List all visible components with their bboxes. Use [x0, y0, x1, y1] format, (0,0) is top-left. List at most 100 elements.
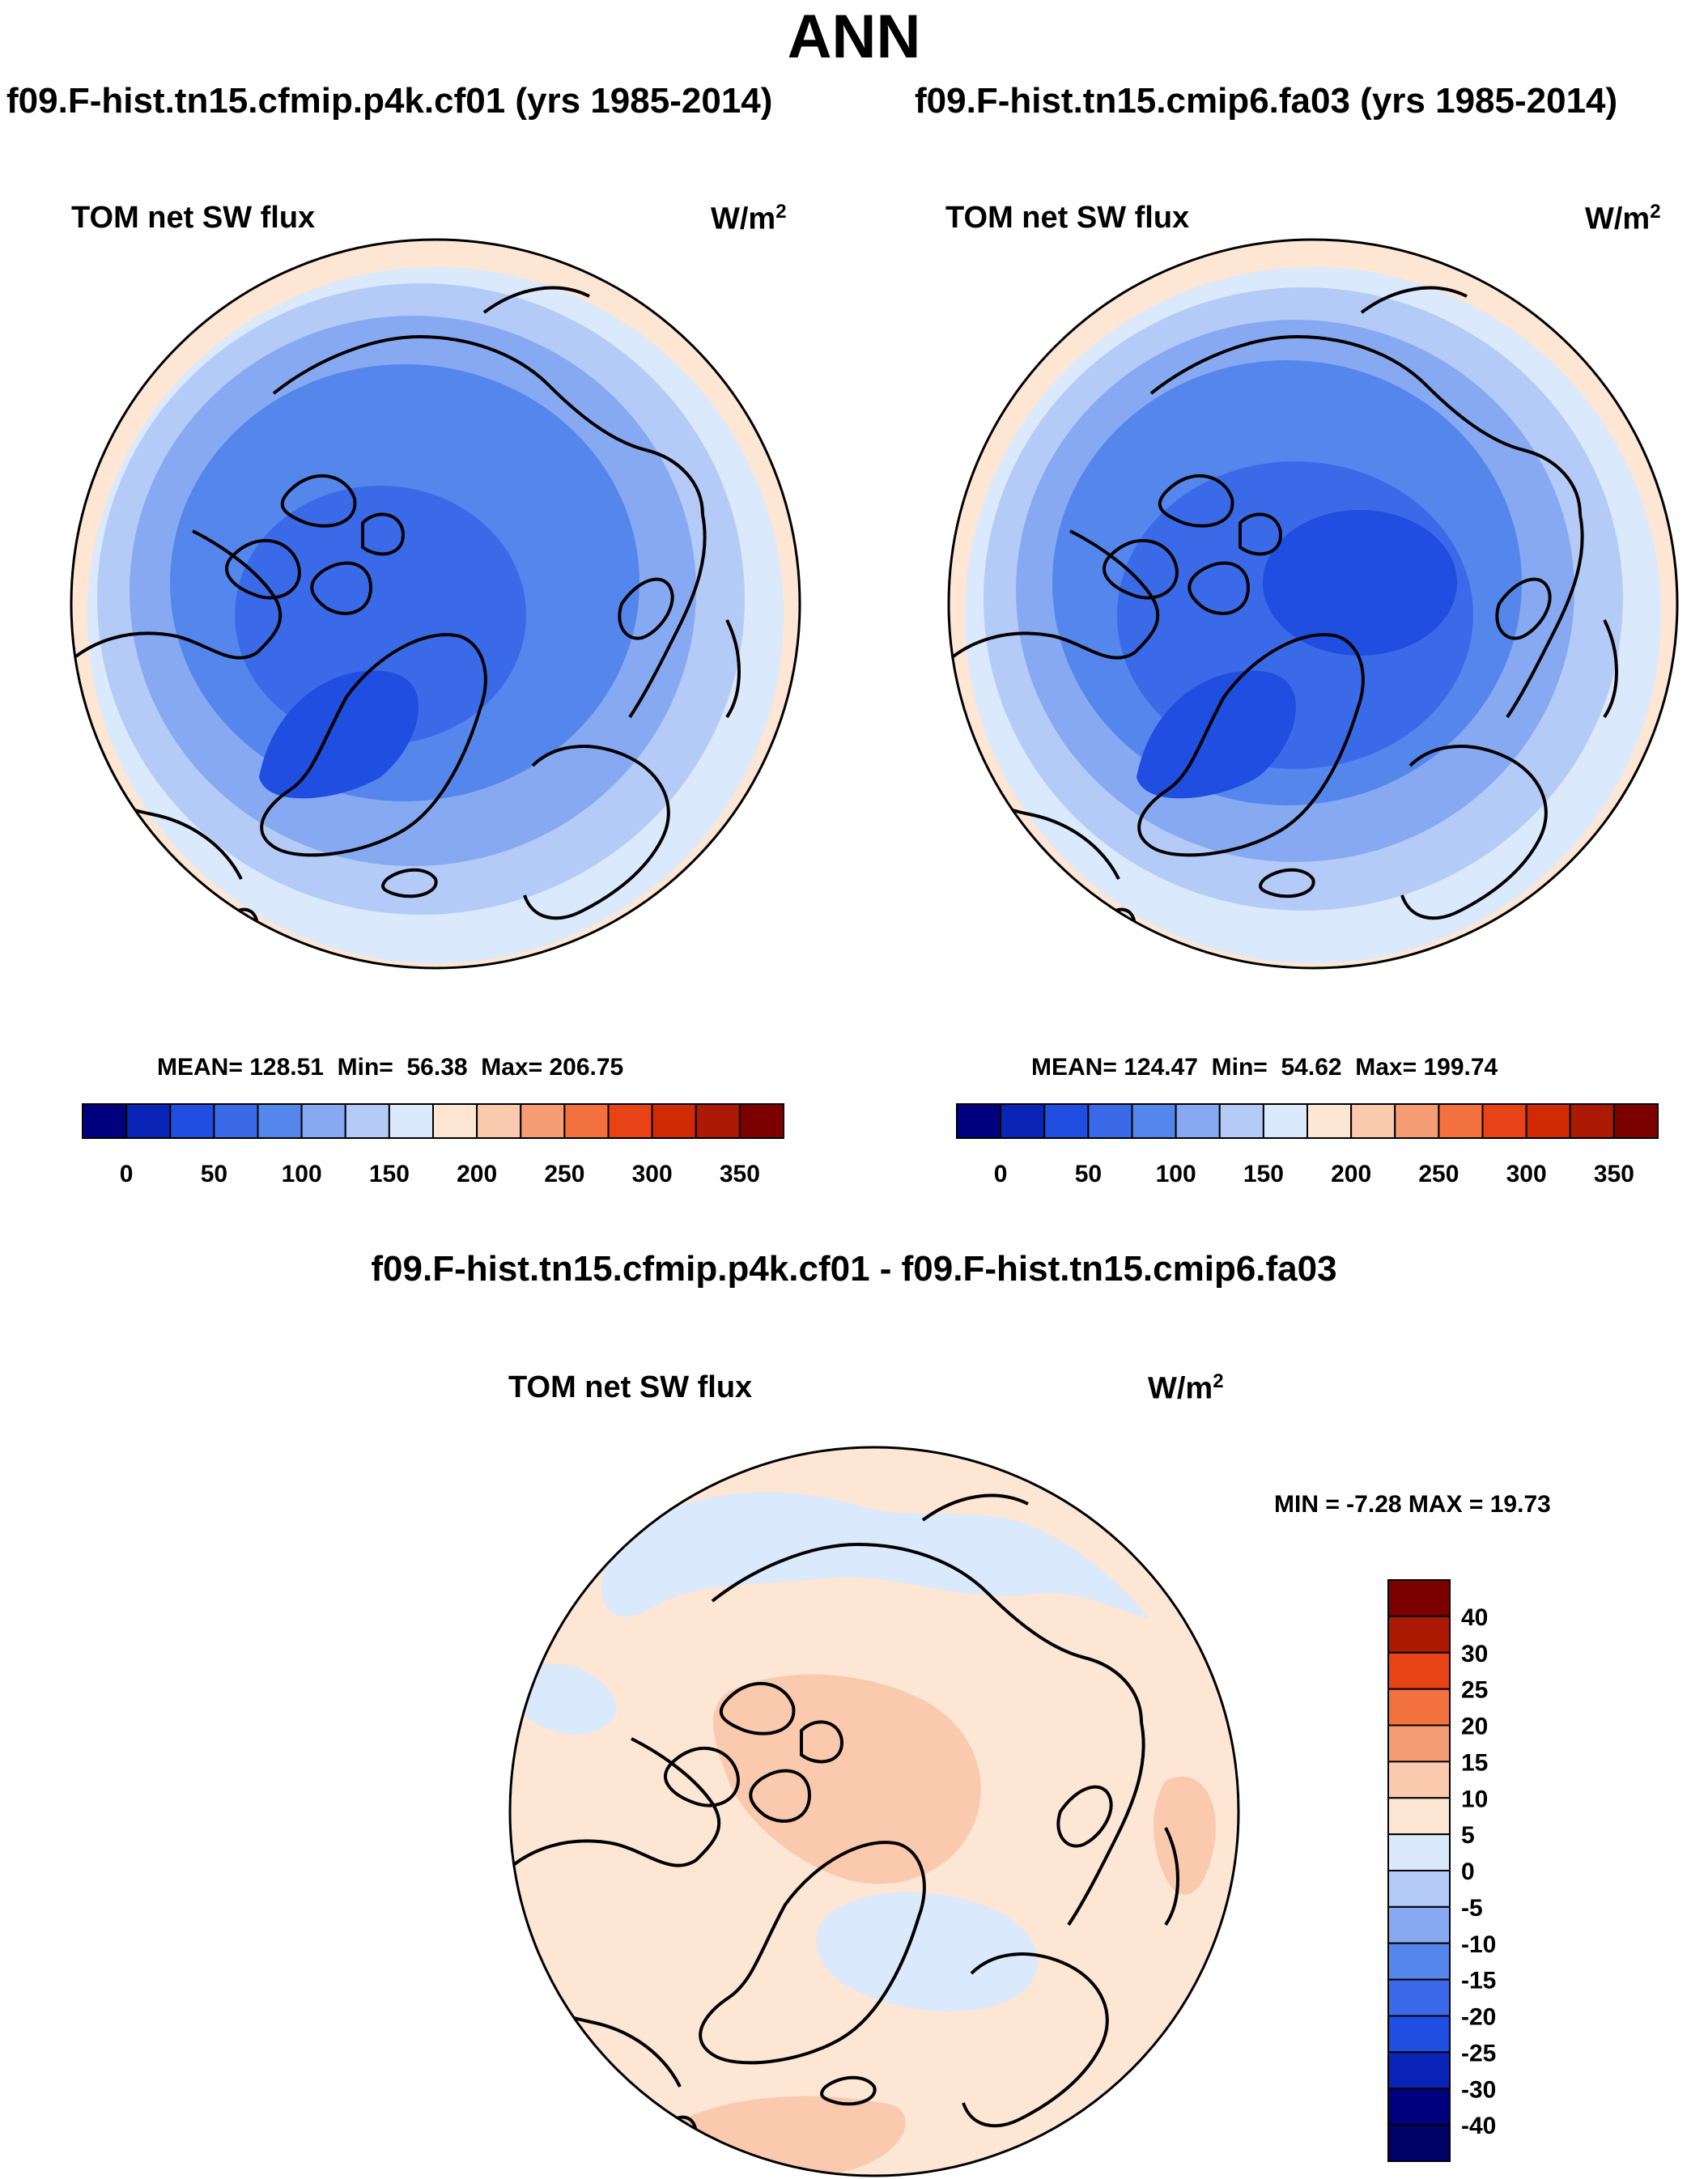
colorbar-swatch [1394, 1103, 1440, 1139]
map-boundary [70, 238, 801, 970]
max-value: 199.74 [1423, 1054, 1498, 1081]
colorbar-swatch [344, 1103, 390, 1139]
colorbar-swatch [1387, 1615, 1451, 1654]
colorbar-swatch [1387, 1942, 1451, 1981]
colorbar-swatch [432, 1103, 478, 1139]
colorbar-tick-label: 50 [201, 1161, 227, 1187]
colorbar-swatch [300, 1103, 346, 1139]
map-boundary [508, 1446, 1240, 2177]
field-band [1154, 1776, 1216, 1895]
case2-units-label: W/m2 [1585, 201, 1661, 237]
min-value: 56.38 [406, 1054, 468, 1081]
difference-variable-label: TOM net SW flux [508, 1370, 753, 1404]
field-band [512, 1663, 617, 1735]
field-band [235, 486, 526, 745]
colorbar-swatch [563, 1103, 610, 1139]
colorbar-tick-label: -30 [1461, 2076, 1496, 2103]
colorbar-swatch [607, 1103, 653, 1139]
map-panel-case2 [947, 238, 1679, 970]
colorbar-swatch [1387, 1688, 1451, 1727]
colorbar-tick-label: 350 [720, 1161, 760, 1187]
colorbar-swatch [695, 1103, 741, 1139]
colorbar-swatch [738, 1103, 784, 1139]
colorbar-swatch [1387, 1978, 1451, 2017]
colorbar-tick-label: -15 [1461, 1968, 1496, 1994]
colorbar-swatch [1131, 1103, 1177, 1139]
colorbar-tick-label: 150 [1243, 1161, 1284, 1187]
colorbar-swatch [520, 1103, 566, 1139]
mean-label: MEAN= [157, 1054, 243, 1081]
field-band [816, 1892, 1039, 2011]
colorbar-swatch [1387, 1579, 1451, 1617]
colorbar-swatch [1387, 1833, 1451, 1871]
colorbar-tick-label: 30 [1461, 1641, 1488, 1667]
case2-stats: MEAN= 124.47 Min= 54.62 Max= 199.74 [1031, 1054, 1498, 1081]
colorbar-swatch [651, 1103, 697, 1139]
colorbar-tick-label: 100 [282, 1161, 322, 1187]
map-boundary [947, 238, 1679, 970]
units-base: W/m [1148, 1371, 1213, 1406]
colorbar-swatch [1350, 1103, 1396, 1139]
min-label: Min= [337, 1054, 393, 1081]
max-label: Max= [1355, 1054, 1417, 1081]
figure-title: ANN [787, 2, 921, 71]
colorbar-case1: 0 50 100 150 200 250 300 350 [82, 1103, 784, 1187]
case2-variable-label: TOM net SW flux [945, 201, 1190, 235]
colorbar-tick-label: 250 [1418, 1161, 1459, 1187]
field-band [259, 670, 419, 799]
colorbar-tick-label: 200 [457, 1161, 497, 1187]
units-exponent: 2 [1213, 1370, 1224, 1392]
colorbar-case2: 0 50 100 150 200 250 300 350 [956, 1103, 1659, 1187]
difference-units-label: W/m2 [1148, 1370, 1224, 1407]
field-band [1263, 510, 1457, 656]
units-base: W/m [711, 202, 776, 236]
colorbar-swatch [1387, 1651, 1451, 1690]
colorbar-tick-label: 0 [120, 1161, 134, 1187]
colorbar-tick-label: 150 [369, 1161, 410, 1187]
colorbar-swatch [1306, 1103, 1353, 1139]
colorbar-tick-label: 20 [1461, 1714, 1488, 1740]
colorbar-swatch [1218, 1103, 1264, 1139]
colorbar-tick-label: -20 [1461, 2004, 1496, 2031]
mean-value: 128.51 [249, 1054, 324, 1081]
colorbar-tick-label: 5 [1461, 1822, 1475, 1849]
colorbar-swatch [388, 1103, 434, 1139]
colorbar-swatch [1175, 1103, 1221, 1139]
colorbar-swatch [476, 1103, 522, 1139]
colorbar-swatch [1387, 1724, 1451, 1763]
units-exponent: 2 [775, 201, 787, 223]
colorbar-swatch [1438, 1103, 1484, 1139]
mean-value: 124.47 [1124, 1054, 1198, 1081]
colorbar-tick-label: 300 [632, 1161, 673, 1187]
colorbar-tick-label: 25 [1461, 1677, 1488, 1704]
colorbar-swatch [1387, 1761, 1451, 1799]
colorbar-tick-label: 0 [994, 1161, 1008, 1187]
colorbar-swatch [125, 1103, 172, 1139]
colorbar-swatch [1387, 2124, 1451, 2162]
colorbar-swatch [1387, 2088, 1451, 2126]
colorbar-swatch [1387, 2015, 1451, 2054]
colorbar-tick-label: -10 [1461, 1931, 1496, 1958]
field-band [1137, 670, 1297, 799]
colorbar-tick-label: 350 [1594, 1161, 1634, 1187]
colorbar-swatch [1569, 1103, 1615, 1139]
colorbar-tick-label: 10 [1461, 1786, 1488, 1812]
colorbar-tick-label: 40 [1461, 1604, 1488, 1631]
max-label: Max= [481, 1054, 543, 1081]
colorbar-tick-label: 300 [1506, 1161, 1547, 1187]
map-panel-difference [508, 1446, 1240, 2177]
case1-stats: MEAN= 128.51 Min= 56.38 Max= 206.75 [157, 1054, 623, 1081]
mean-label: MEAN= [1031, 1054, 1117, 1081]
colorbar-swatch [1262, 1103, 1308, 1139]
colorbar-swatch [1387, 1797, 1451, 1836]
colorbar-swatch [82, 1103, 128, 1139]
colorbar-swatch [1387, 2051, 1451, 2090]
colorbar-tick-label: 50 [1075, 1161, 1102, 1187]
colorbar-swatch [1525, 1103, 1571, 1139]
field-band [713, 1674, 981, 1884]
min-label: Min= [1211, 1054, 1268, 1081]
colorbar-tick-label: 0 [1461, 1858, 1475, 1885]
difference-stats: MIN = -7.28 MAX = 19.73 [1274, 1491, 1551, 1518]
difference-title: f09.F-hist.tn15.cfmip.p4k.cf01 - f09.F-h… [371, 1249, 1337, 1289]
